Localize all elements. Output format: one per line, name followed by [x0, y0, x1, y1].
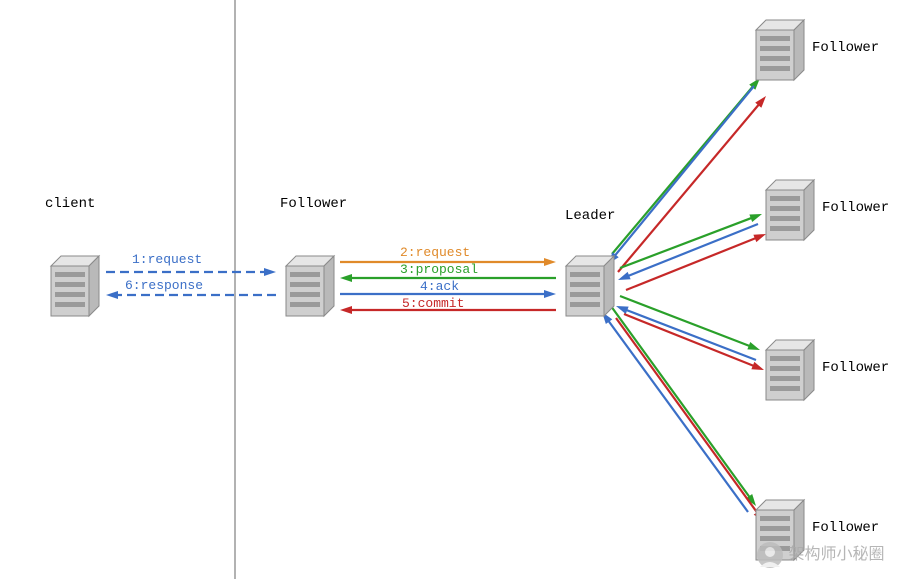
server-icon [766, 340, 814, 400]
node-label: Follower [822, 200, 889, 216]
server-icon [566, 256, 614, 316]
edge-label: 3:proposal [400, 262, 478, 277]
node-label: Follower [812, 40, 879, 56]
node-label: Follower [280, 196, 347, 212]
edge-label: 4:ack [420, 279, 459, 294]
node-label: Leader [565, 208, 615, 224]
server-icon [286, 256, 334, 316]
edge-label: 2:request [400, 245, 470, 260]
server-icon [756, 20, 804, 80]
node-label: Follower [812, 520, 879, 536]
edge-label: 1:request [132, 252, 202, 267]
watermark-avatar-icon [756, 541, 784, 569]
edge-label: 6:response [125, 278, 203, 293]
node-label: Follower [822, 360, 889, 376]
node-label: client [45, 196, 95, 212]
server-icon [51, 256, 99, 316]
watermark-text: 架构师小秘圈 [788, 546, 884, 563]
watermark: 架构师小秘圈 [756, 540, 884, 569]
server-icon [766, 180, 814, 240]
edge-label: 5:commit [402, 296, 464, 311]
